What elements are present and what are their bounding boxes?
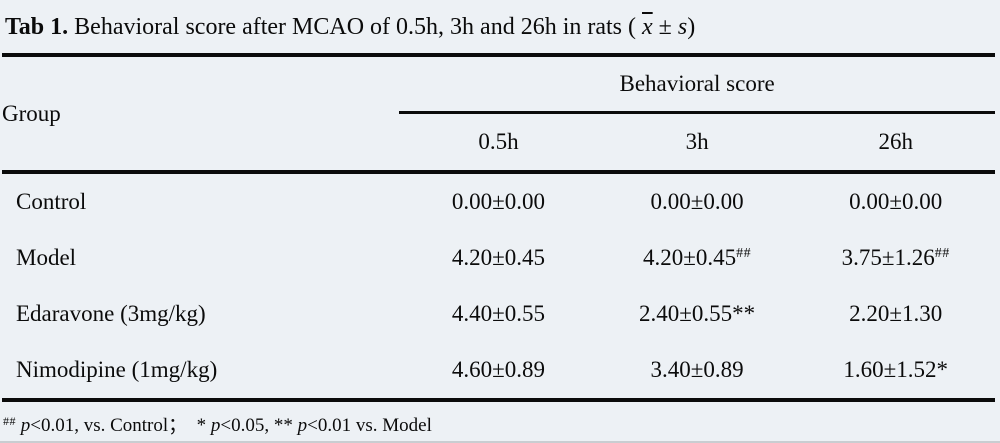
- score-value: 2.20±1.30: [849, 301, 943, 326]
- significance-marker: ##: [934, 246, 950, 262]
- column-header-group: Group: [2, 55, 400, 174]
- score-value: 0.00±0.00: [849, 189, 943, 214]
- p-symbol: p: [210, 415, 221, 436]
- value-cell: 3.40±0.89: [598, 342, 797, 400]
- table-row-edaravone: Edaravone (3mg/kg) 4.40±0.55 2.40±0.55**…: [2, 286, 995, 342]
- value-cell: 4.20±0.45: [399, 230, 598, 286]
- table-row-model: Model 4.20±0.45 4.20±0.45## 3.75±1.26##: [2, 230, 995, 286]
- score-value: 4.40±0.55: [451, 301, 546, 326]
- significance-marker: ##: [736, 246, 752, 262]
- value-cell: 0.00±0.00: [598, 172, 797, 230]
- footnote-text-2: <0.05, **: [220, 415, 298, 436]
- score-value: 0.00±0.00: [650, 189, 744, 214]
- score-value: 4.20±0.45: [643, 245, 737, 270]
- table-footnote: ## p<0.01, vs. Control； * p<0.05, ** p<0…: [0, 402, 1000, 437]
- score-value: 4.20±0.45: [451, 245, 546, 270]
- value-cell: 1.60±1.52*: [796, 342, 995, 400]
- table-row-control: Control 0.00±0.00 0.00±0.00 0.00±0.00: [2, 172, 995, 230]
- column-header-behavioral-score: Behavioral score: [399, 55, 995, 114]
- plus-minus-symbol: ±: [652, 14, 678, 40]
- score-value: 4.60±0.89: [451, 357, 546, 382]
- x-bar-symbol: x: [642, 14, 653, 40]
- score-value: 2.40±0.55**: [639, 301, 756, 326]
- caption-text: Behavioral score after MCAO of 0.5h, 3h …: [68, 14, 643, 40]
- score-value: 1.60±1.52*: [843, 357, 948, 382]
- value-cell: 3.75±1.26##: [796, 230, 995, 286]
- table-row-nimodipine: Nimodipine (1mg/kg) 4.60±0.89 3.40±0.89 …: [2, 342, 995, 400]
- p-symbol: p: [297, 415, 308, 436]
- value-cell: 0.00±0.00: [399, 172, 598, 230]
- value-cell: 4.20±0.45##: [598, 230, 797, 286]
- group-cell: Nimodipine (1mg/kg): [16, 357, 218, 382]
- behavioral-score-table: Group Behavioral score 0.5h 3h 26h Contr…: [2, 53, 995, 402]
- column-header-0-5h: 0.5h: [399, 112, 598, 174]
- group-cell: Edaravone (3mg/kg): [16, 301, 206, 326]
- column-header-3h: 3h: [597, 112, 797, 174]
- header-row-times: 0.5h 3h 26h: [2, 112, 995, 174]
- table-caption: Tab 1. Behavioral score after MCAO of 0.…: [0, 0, 1000, 53]
- caption-label: Tab 1.: [5, 14, 69, 40]
- caption-close-paren: ): [687, 14, 696, 40]
- value-cell: 4.40±0.55: [399, 286, 598, 342]
- s-symbol: s: [677, 14, 688, 40]
- score-value: 0.00±0.00: [451, 189, 546, 214]
- value-cell: 2.40±0.55**: [598, 286, 797, 342]
- value-cell: 4.60±0.89: [399, 342, 598, 400]
- footnote-text-3: <0.01 vs. Model: [307, 415, 432, 436]
- footnote-text-1: <0.01, vs. Control； *: [30, 415, 211, 436]
- hash-marker: ##: [3, 414, 16, 428]
- column-header-26h: 26h: [796, 112, 995, 174]
- group-cell: Model: [16, 245, 77, 270]
- value-cell: 2.20±1.30: [796, 286, 995, 342]
- p-symbol: p: [20, 415, 31, 436]
- value-cell: 0.00±0.00: [796, 172, 995, 230]
- score-value: 3.75±1.26: [841, 245, 935, 270]
- group-cell: Control: [16, 189, 87, 214]
- score-value: 3.40±0.89: [650, 357, 744, 382]
- header-row-span: Group Behavioral score: [2, 55, 995, 174]
